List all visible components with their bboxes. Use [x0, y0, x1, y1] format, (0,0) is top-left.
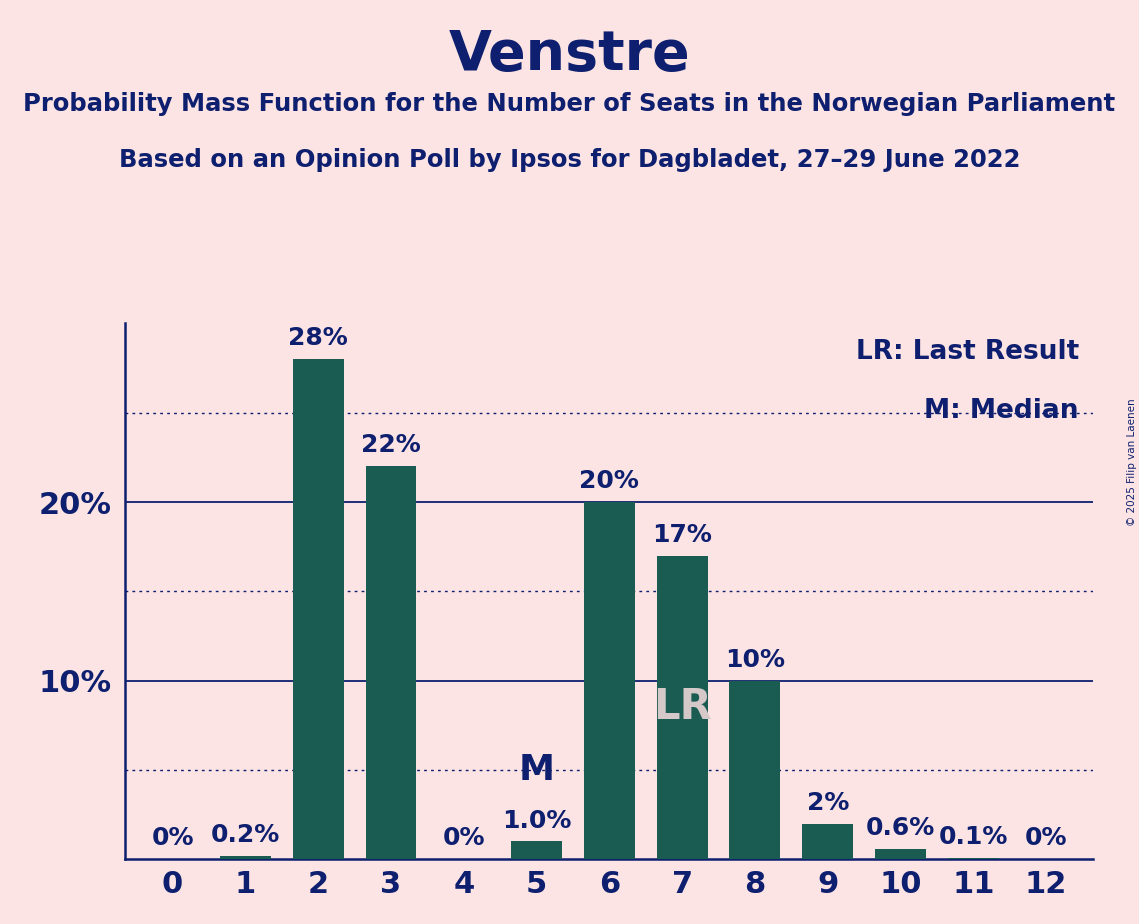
Text: LR: LR: [653, 687, 712, 728]
Bar: [729, 681, 780, 859]
Text: 17%: 17%: [653, 523, 712, 547]
Text: © 2025 Filip van Laenen: © 2025 Filip van Laenen: [1126, 398, 1137, 526]
Text: 0.6%: 0.6%: [866, 816, 935, 840]
Text: Venstre: Venstre: [449, 28, 690, 81]
Bar: [511, 842, 562, 859]
Text: 0.1%: 0.1%: [939, 824, 1008, 848]
Bar: [875, 848, 926, 859]
Bar: [366, 467, 417, 859]
Text: 2%: 2%: [806, 791, 849, 815]
Text: 0.2%: 0.2%: [211, 822, 280, 846]
Text: 1.0%: 1.0%: [502, 808, 572, 833]
Text: Probability Mass Function for the Number of Seats in the Norwegian Parliament: Probability Mass Function for the Number…: [24, 92, 1115, 116]
Text: 0%: 0%: [443, 826, 485, 850]
Text: 22%: 22%: [361, 433, 420, 457]
Text: LR: Last Result: LR: Last Result: [855, 339, 1079, 366]
Text: 0%: 0%: [151, 826, 194, 850]
Bar: [802, 823, 853, 859]
Text: 0%: 0%: [1025, 826, 1067, 850]
Text: M: M: [518, 753, 555, 787]
Bar: [584, 502, 634, 859]
Bar: [220, 856, 271, 859]
Text: 28%: 28%: [288, 326, 349, 350]
Bar: [948, 857, 999, 859]
Text: 10%: 10%: [724, 648, 785, 672]
Bar: [657, 555, 707, 859]
Text: Based on an Opinion Poll by Ipsos for Dagbladet, 27–29 June 2022: Based on an Opinion Poll by Ipsos for Da…: [118, 148, 1021, 172]
Bar: [293, 359, 344, 859]
Text: M: Median: M: Median: [925, 398, 1079, 424]
Text: 20%: 20%: [580, 469, 639, 493]
